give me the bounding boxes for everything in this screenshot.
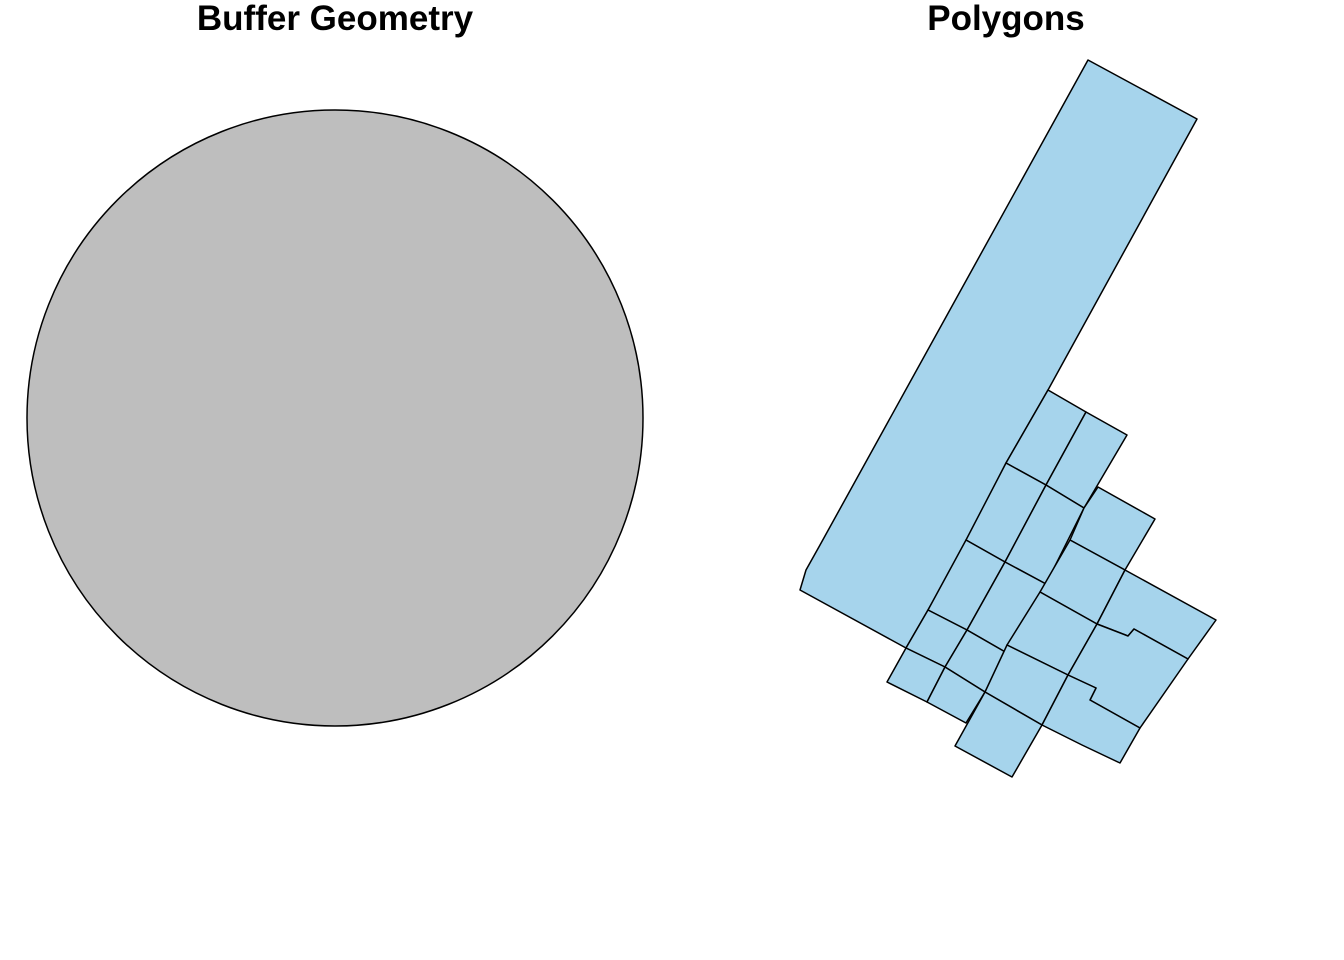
polygon-parcel (954, 691, 1043, 778)
polygon-parcel (1041, 674, 1141, 764)
polygons-panel: Polygons (799, 0, 1217, 778)
polygon-parcel (1069, 486, 1156, 571)
buffer-circle (26, 109, 644, 727)
polygon-parcel (926, 666, 986, 724)
polygon-group (799, 59, 1217, 778)
buffer-panel: Buffer Geometry (26, 0, 644, 727)
polygons-panel-title: Polygons (927, 0, 1085, 38)
buffer-panel-title: Buffer Geometry (197, 0, 474, 38)
